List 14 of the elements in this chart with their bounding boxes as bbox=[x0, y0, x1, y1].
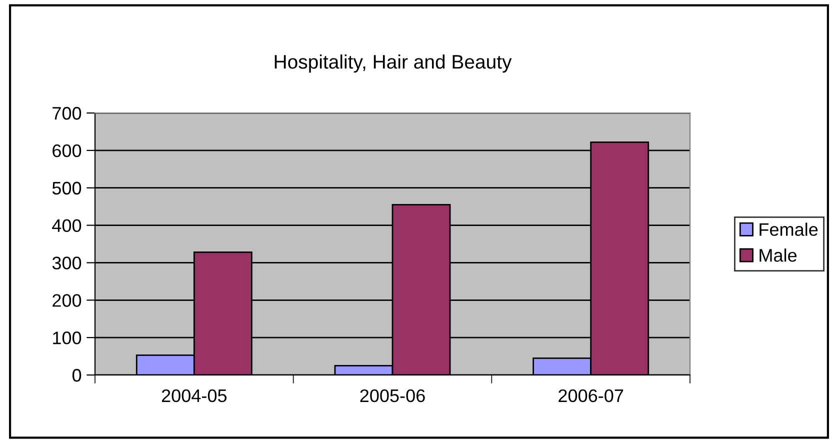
x-tick-label: 2006-07 bbox=[558, 389, 624, 402]
y-tick-label: 700 bbox=[52, 106, 82, 120]
legend-label: Female bbox=[760, 222, 818, 236]
x-tick-label: 2005-06 bbox=[360, 389, 425, 402]
legend-label: Male bbox=[760, 248, 797, 262]
x-tick-label: 2004-05 bbox=[162, 389, 227, 402]
y-tick-label: 200 bbox=[52, 294, 82, 307]
y-tick-label: 500 bbox=[52, 182, 82, 195]
y-tick-label: 300 bbox=[52, 256, 82, 270]
y-tick-label: 100 bbox=[53, 332, 82, 344]
chart-title: Hospitality, Hair and Beauty bbox=[274, 54, 512, 73]
y-tick-label: 600 bbox=[52, 144, 82, 158]
y-tick-label: 400 bbox=[52, 219, 82, 232]
y-tick-label: 0 bbox=[72, 368, 82, 382]
